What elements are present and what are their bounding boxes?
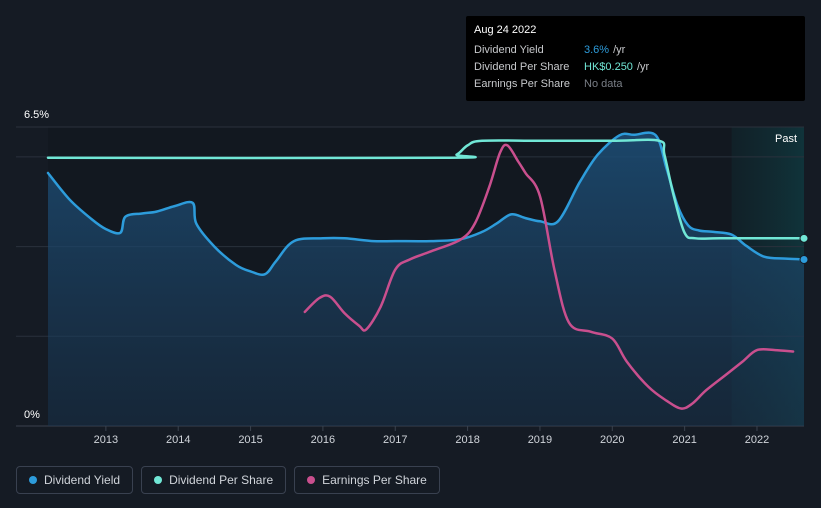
legend-dot-icon [154, 476, 163, 484]
tooltip-date: Aug 24 2022 [474, 24, 537, 36]
tooltip-value: 3.6% [584, 43, 610, 56]
legend-dot-icon [29, 476, 37, 484]
y-tick-label-top: 6.5% [24, 109, 49, 121]
dividend-yield-line [46, 131, 806, 276]
tooltip-label: Dividend Per Share [474, 60, 570, 73]
hover-tooltip: Aug 24 2022 Dividend Yield 3.6% /yr Divi… [466, 16, 805, 101]
legend-earnings-per-share[interactable]: Earnings Per Share [294, 466, 440, 494]
earnings-per-share-line [303, 143, 795, 410]
x-tick-label: 2020 [600, 434, 624, 446]
tooltip-label: Earnings Per Share [474, 77, 570, 90]
dividend-yield-area [48, 132, 804, 426]
x-axis: 2013 2014 2015 2016 2017 2018 2019 2020 2021 2022 [94, 426, 769, 446]
x-tick-label: 2017 [383, 434, 407, 446]
y-tick-label-bottom: 0% [24, 409, 40, 421]
legend-dividend-yield[interactable]: Dividend Yield [16, 466, 134, 494]
x-tick-label: 2015 [238, 434, 262, 446]
x-tick-label: 2021 [672, 434, 696, 446]
dividend-per-share-end-point [799, 233, 809, 243]
tooltip-value: HK$0.250 [584, 60, 633, 73]
x-tick-label: 2013 [94, 434, 118, 446]
dividend-per-share-line [46, 138, 806, 240]
tooltip-value: No data [584, 77, 623, 90]
tooltip-unit: /yr [613, 43, 626, 56]
legend-label: Dividend Per Share [169, 473, 274, 487]
legend-label: Earnings Per Share [322, 473, 427, 487]
tooltip-row-earnings-per-share: Earnings Per Share No data [474, 75, 797, 92]
past-label: Past [775, 133, 797, 145]
x-tick-label: 2022 [745, 434, 769, 446]
tooltip-label: Dividend Yield [474, 43, 544, 56]
x-tick-label: 2018 [455, 434, 479, 446]
legend-label: Dividend Yield [44, 473, 121, 487]
legend-dividend-per-share[interactable]: Dividend Per Share [141, 466, 287, 494]
dividend-yield-end-point [799, 254, 809, 264]
tooltip-row-dividend-per-share: Dividend Per Share HK$0.250 /yr [474, 58, 797, 75]
x-tick-label: 2014 [166, 434, 190, 446]
x-tick-label: 2016 [311, 434, 335, 446]
series-layer [46, 131, 809, 426]
tooltip-row-dividend-yield: Dividend Yield 3.6% /yr [474, 41, 797, 58]
tooltip-unit: /yr [636, 60, 650, 73]
x-tick-label: 2019 [528, 434, 552, 446]
legend-dot-icon [307, 476, 316, 484]
chart-legend: Dividend Yield Dividend Per Share Earnin… [16, 466, 440, 494]
